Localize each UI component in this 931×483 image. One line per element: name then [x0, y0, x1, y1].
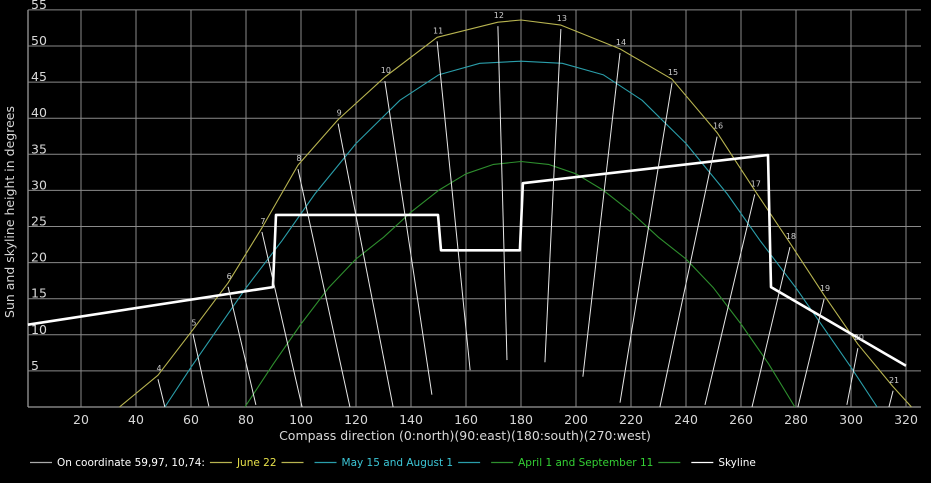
hour-label: 15 [668, 68, 678, 77]
hour-line [888, 390, 894, 408]
x-tick-label: 100 [289, 412, 313, 427]
y-tick-label: 40 [31, 105, 47, 120]
y-tick-label: 50 [31, 33, 47, 48]
hour-label: 19 [820, 284, 830, 293]
hour-line [192, 333, 210, 407]
y-tick-label: 20 [31, 250, 47, 265]
hour-line [797, 298, 825, 408]
x-tick-label: 20 [73, 412, 89, 427]
legend: On coordinate 59,97, 10,74: June 22 May 15… [30, 457, 756, 469]
y-axis-title: Sun and skyline height in degrees [2, 106, 17, 318]
x-tick-label: 300 [839, 412, 863, 427]
y-tick-label: 10 [31, 322, 47, 337]
legend-label: Skyline [718, 457, 756, 469]
hour-line [384, 80, 433, 395]
hour-line [261, 231, 303, 408]
hour-label: 7 [260, 217, 265, 226]
hour-line [582, 52, 621, 377]
hour-label: 14 [616, 38, 626, 47]
hour-label: 5 [191, 319, 196, 328]
hour-label: 18 [786, 232, 796, 241]
x-tick-label: 140 [399, 412, 423, 427]
hour-label: 13 [557, 14, 567, 23]
x-tick-label: 160 [454, 412, 478, 427]
hour-line [544, 29, 562, 363]
x-tick-label: 180 [509, 412, 533, 427]
x-tick-label: 220 [619, 412, 643, 427]
hour-label: 20 [854, 333, 864, 342]
hour-label: 8 [296, 154, 301, 163]
x-tick-labels: 20 40 60 80 100 120 140 160 180 200 220 240 260 280 30… [73, 412, 918, 427]
hour-label: 11 [433, 26, 443, 35]
x-tick-label: 80 [238, 412, 254, 427]
hour-line [297, 169, 351, 408]
x-tick-label: 40 [128, 412, 144, 427]
hour-label: 9 [337, 109, 342, 118]
x-tick-label: 60 [183, 412, 199, 427]
hour-label: 21 [889, 376, 899, 385]
y-tick-label: 55 [31, 0, 47, 12]
legend-label: May 15 and August 1 [342, 457, 454, 469]
x-tick-label: 120 [344, 412, 368, 427]
y-tick-label: 35 [31, 141, 47, 156]
legend-label: April 1 and September 11 [518, 457, 653, 469]
x-tick-label: 320 [894, 412, 918, 427]
hour-label: 10 [381, 66, 391, 75]
hour-line [704, 194, 756, 405]
series-lines [27, 19, 912, 408]
hour-line [227, 286, 257, 405]
hour-label: 12 [494, 11, 504, 20]
sun-path-line-3 [244, 160, 796, 408]
x-tick-label: 200 [564, 412, 588, 427]
legend-label: On coordinate 59,97, 10,74: [57, 457, 205, 469]
skyline-line [27, 153, 907, 367]
hour-line [497, 26, 508, 361]
hour-label: 16 [713, 122, 723, 131]
hour-label: 17 [751, 179, 761, 188]
x-tick-label: 280 [784, 412, 808, 427]
y-tick-label: 45 [31, 69, 47, 84]
x-tick-label: 260 [729, 412, 753, 427]
y-tick-labels: 5 10 15 20 25 30 35 40 45 50 55 [31, 0, 47, 373]
hour-line [659, 136, 718, 408]
hour-label: 4 [156, 364, 161, 373]
x-axis-title: Compass direction (0:north)(90:east)(180… [279, 428, 651, 443]
hour-line [157, 379, 166, 408]
hour-line [751, 246, 791, 408]
hour-line [619, 83, 673, 403]
hour-label: 6 [227, 272, 232, 281]
y-tick-label: 5 [31, 358, 39, 373]
x-tick-label: 240 [674, 412, 698, 427]
legend-label: June 22 [236, 457, 277, 469]
hour-line [846, 348, 859, 405]
y-tick-label: 15 [31, 286, 47, 301]
hour-line [337, 123, 394, 408]
y-tick-label: 30 [31, 177, 47, 192]
hour-line [436, 41, 471, 371]
y-tick-label: 25 [31, 214, 47, 229]
sun-path-line-1 [119, 19, 912, 408]
hour-lines: 4 5 6 7 8 9 10 11 12 13 14 15 16 17 18 19 20 21 [156, 11, 899, 408]
grid [27, 9, 921, 408]
